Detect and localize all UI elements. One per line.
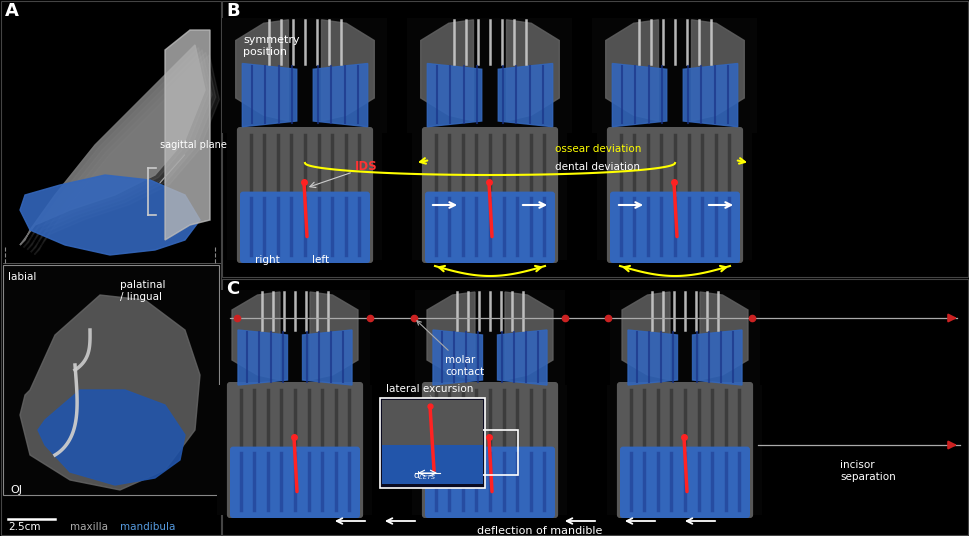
Text: d$_{LETS}$: d$_{LETS}$ [413, 469, 436, 481]
Polygon shape [427, 63, 482, 126]
Bar [463, 430, 518, 475]
Bar [223, 18, 388, 132]
Polygon shape [165, 30, 210, 240]
Text: palatinal
/ lingual: palatinal / lingual [120, 280, 166, 302]
Polygon shape [165, 30, 210, 240]
FancyBboxPatch shape [425, 446, 555, 518]
Polygon shape [612, 63, 667, 126]
Text: A: A [5, 2, 18, 20]
Bar [408, 18, 573, 132]
Bar [608, 385, 763, 515]
FancyBboxPatch shape [230, 446, 360, 518]
Text: maxilla: maxilla [70, 522, 108, 532]
Bar [217, 385, 372, 515]
Polygon shape [421, 20, 474, 121]
Polygon shape [433, 330, 483, 385]
FancyBboxPatch shape [620, 446, 750, 518]
Text: dental deviation: dental deviation [555, 162, 640, 172]
Bar [228, 130, 383, 260]
Text: C: C [226, 280, 239, 298]
Polygon shape [235, 20, 289, 121]
Polygon shape [628, 330, 677, 385]
Polygon shape [427, 292, 475, 380]
Text: symmetry
position: symmetry position [243, 35, 299, 57]
Polygon shape [700, 292, 748, 380]
Polygon shape [27, 50, 212, 250]
Polygon shape [507, 20, 559, 121]
Bar [220, 290, 370, 390]
FancyBboxPatch shape [422, 127, 558, 263]
FancyBboxPatch shape [240, 191, 370, 263]
FancyBboxPatch shape [610, 191, 740, 263]
Bar [1, 1, 221, 535]
Bar [592, 18, 758, 132]
Polygon shape [683, 63, 737, 126]
Polygon shape [20, 45, 205, 245]
Polygon shape [232, 292, 280, 380]
Polygon shape [606, 20, 659, 121]
Polygon shape [692, 20, 744, 121]
Text: deflection of mandible: deflection of mandible [478, 526, 603, 536]
Text: incisor
separation: incisor separation [840, 460, 895, 482]
Polygon shape [242, 63, 297, 126]
Text: sagittal plane: sagittal plane [160, 140, 227, 183]
Bar [382, 400, 483, 447]
Text: lateral excursion: lateral excursion [387, 384, 474, 394]
Polygon shape [498, 63, 552, 126]
Bar [610, 290, 760, 390]
Polygon shape [20, 175, 200, 255]
Polygon shape [622, 292, 670, 380]
Polygon shape [505, 292, 553, 380]
Text: 2.5cm: 2.5cm [8, 522, 41, 532]
Polygon shape [20, 295, 200, 490]
Polygon shape [35, 55, 219, 255]
Bar [3, 265, 219, 495]
Polygon shape [238, 330, 288, 385]
FancyBboxPatch shape [425, 191, 555, 263]
Bar [415, 290, 565, 390]
Bar [413, 130, 568, 260]
Polygon shape [302, 330, 352, 385]
Bar [222, 1, 968, 277]
Text: ossear deviation: ossear deviation [555, 144, 641, 154]
Polygon shape [322, 20, 374, 121]
Bar [380, 398, 485, 488]
Text: right: right [255, 255, 280, 265]
Bar [598, 130, 753, 260]
Text: OJ: OJ [10, 485, 22, 495]
Bar [382, 445, 483, 485]
Text: mandibula: mandibula [120, 522, 175, 532]
Polygon shape [31, 52, 216, 252]
Polygon shape [497, 330, 547, 385]
Bar [222, 279, 968, 535]
Polygon shape [23, 47, 208, 248]
Polygon shape [310, 292, 358, 380]
FancyBboxPatch shape [607, 127, 743, 263]
Polygon shape [693, 330, 742, 385]
Text: IDS: IDS [355, 160, 378, 173]
FancyBboxPatch shape [236, 127, 373, 263]
Polygon shape [38, 390, 185, 485]
Polygon shape [20, 45, 205, 245]
FancyBboxPatch shape [227, 382, 363, 518]
FancyBboxPatch shape [617, 382, 753, 518]
Text: B: B [226, 2, 239, 20]
Text: left: left [312, 255, 329, 265]
Text: labial: labial [8, 272, 37, 282]
FancyBboxPatch shape [422, 382, 558, 518]
Text: molar
contact: molar contact [417, 321, 484, 377]
Polygon shape [313, 63, 367, 126]
Bar [413, 385, 568, 515]
